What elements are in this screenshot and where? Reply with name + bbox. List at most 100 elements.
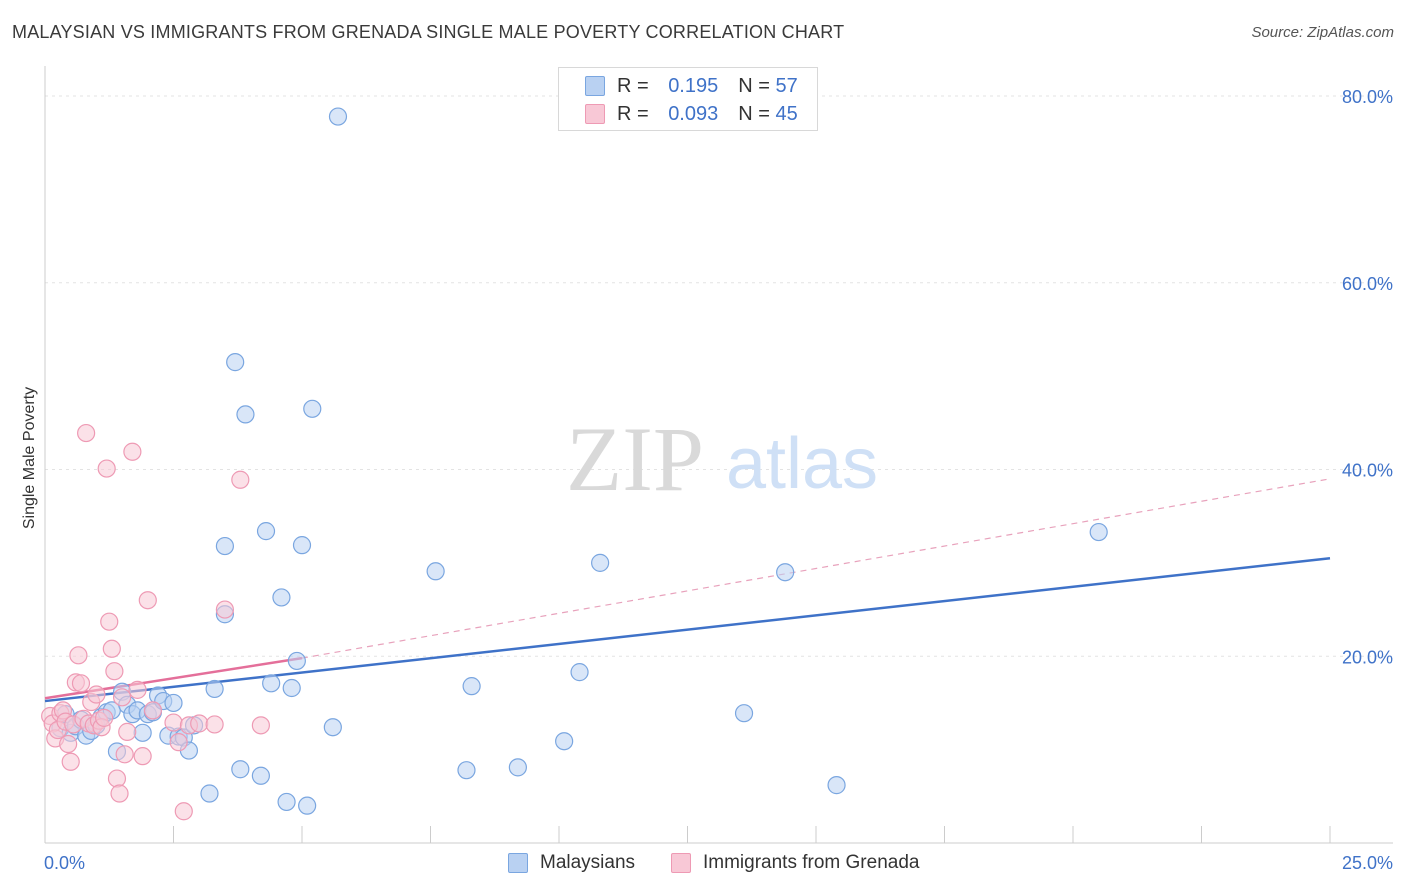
grenada-point bbox=[215, 600, 234, 619]
malaysian-point bbox=[508, 758, 527, 777]
malaysian-point bbox=[226, 353, 245, 372]
y-tick-label: 20.0% bbox=[1342, 647, 1393, 667]
malaysian-point bbox=[426, 562, 445, 581]
grenada-point bbox=[128, 680, 147, 699]
malaysian-point bbox=[734, 704, 754, 723]
grenada-point bbox=[107, 769, 127, 788]
x-tick-label: 25.0% bbox=[1342, 853, 1393, 873]
legend-r-value: 0.093 bbox=[668, 102, 719, 125]
malaysian-point bbox=[303, 399, 322, 418]
y-tick-label: 80.0% bbox=[1342, 87, 1393, 107]
source-credit: Source: ZipAtlas.com bbox=[1251, 24, 1394, 41]
grenada-point bbox=[174, 802, 193, 821]
grenada-point bbox=[71, 674, 91, 693]
grenada-point bbox=[205, 715, 224, 734]
malaysian-point bbox=[262, 674, 281, 693]
legend-label-grenada: Immigrants from Grenada bbox=[703, 852, 920, 873]
legend-swatch-blue bbox=[508, 853, 528, 873]
malaysian-trend-line bbox=[44, 556, 1331, 703]
grenada-point bbox=[110, 784, 129, 803]
malaysian-point bbox=[570, 663, 589, 682]
watermark-atlas: atlas bbox=[726, 424, 878, 504]
grenada-point bbox=[100, 612, 119, 631]
grenada-trend-extension bbox=[301, 478, 1331, 659]
axes bbox=[44, 66, 1393, 844]
legend-r-value: 0.195 bbox=[668, 74, 719, 97]
malaysian-point bbox=[205, 679, 224, 699]
grenada-point bbox=[138, 591, 157, 610]
malaysian-point bbox=[555, 732, 574, 751]
malaysian-point bbox=[287, 651, 306, 671]
grenada-point bbox=[251, 716, 270, 735]
grenada-point bbox=[112, 688, 132, 707]
y-axis-label: Single Male Poverty bbox=[21, 387, 38, 529]
grenada-point bbox=[143, 701, 163, 720]
malaysian-point bbox=[776, 563, 795, 582]
grenada-point bbox=[115, 745, 134, 764]
malaysian-point bbox=[277, 792, 296, 812]
malaysian-point bbox=[251, 766, 270, 785]
grenada-point bbox=[87, 685, 106, 704]
tick-labels: 20.0% 40.0% 60.0% 80.0% 0.0% 25.0% bbox=[44, 87, 1393, 873]
grenada-point bbox=[77, 423, 96, 443]
malaysian-point bbox=[200, 784, 219, 803]
grenada-point bbox=[59, 734, 78, 754]
malaysian-point bbox=[282, 678, 301, 698]
grenada-point bbox=[97, 459, 116, 478]
malaysian-point bbox=[164, 693, 183, 713]
malaysian-point bbox=[827, 776, 846, 795]
legend-n-value: 57 bbox=[775, 74, 798, 97]
malaysian-point bbox=[457, 761, 476, 780]
grenada-point bbox=[169, 733, 188, 752]
grenada-point bbox=[190, 714, 209, 733]
legend-row-grenada: R = 0.093 N = 45 bbox=[585, 102, 798, 126]
malaysian-point bbox=[236, 405, 255, 424]
malaysian-point bbox=[1089, 522, 1108, 542]
y-tick-label: 40.0% bbox=[1342, 461, 1393, 481]
legend-r-label: R = bbox=[617, 102, 649, 125]
grenada-point bbox=[105, 662, 124, 681]
legend-swatch-blue bbox=[585, 76, 605, 96]
legend-item-malaysians[interactable]: Malaysians bbox=[508, 852, 635, 874]
grenada-point bbox=[123, 442, 142, 461]
malaysian-point bbox=[231, 760, 250, 779]
malaysian-point bbox=[591, 553, 610, 572]
malaysian-point bbox=[462, 677, 481, 696]
malaysian-point bbox=[298, 796, 317, 815]
legend-r-label: R = bbox=[617, 74, 649, 97]
grenada-point bbox=[95, 708, 114, 727]
grenada-point bbox=[133, 747, 152, 766]
correlation-legend: R = 0.195 N = 57 R = 0.093 N = 45 bbox=[558, 67, 818, 131]
malaysian-point bbox=[323, 718, 342, 737]
grenada-point bbox=[231, 470, 250, 489]
malaysian-point bbox=[292, 536, 312, 555]
malaysian-point bbox=[215, 536, 234, 556]
legend-label-malaysians: Malaysians bbox=[540, 852, 636, 873]
grenada-point bbox=[69, 646, 88, 665]
malaysian-point bbox=[133, 723, 152, 742]
legend-swatch-pink bbox=[585, 104, 605, 124]
malaysian-point bbox=[256, 522, 276, 541]
trend-lines bbox=[44, 478, 1331, 703]
legend-n-value: 45 bbox=[775, 102, 798, 125]
legend-n-label: N = bbox=[738, 74, 770, 97]
legend-swatch-pink bbox=[671, 853, 691, 873]
watermark: ZIP atlas bbox=[566, 408, 878, 510]
malaysian-point bbox=[328, 107, 348, 126]
legend-item-grenada[interactable]: Immigrants from Grenada bbox=[671, 852, 919, 874]
grenada-point bbox=[61, 752, 80, 771]
chart-title: MALAYSIAN VS IMMIGRANTS FROM GRENADA SIN… bbox=[12, 22, 845, 42]
grenada-point bbox=[118, 722, 137, 741]
malaysian-point bbox=[272, 588, 291, 607]
legend-row-malaysians: R = 0.195 N = 57 bbox=[585, 74, 798, 98]
data-points bbox=[41, 107, 1108, 821]
grenada-point bbox=[164, 713, 183, 732]
grenada-point bbox=[102, 639, 121, 658]
legend-n-label: N = bbox=[738, 102, 770, 125]
y-tick-label: 60.0% bbox=[1342, 274, 1393, 294]
series-legend: Malaysians Immigrants from Grenada bbox=[0, 852, 1406, 876]
x-tick-label: 0.0% bbox=[44, 853, 85, 873]
grid-lines bbox=[45, 95, 1393, 657]
watermark-zip: ZIP bbox=[566, 408, 704, 510]
